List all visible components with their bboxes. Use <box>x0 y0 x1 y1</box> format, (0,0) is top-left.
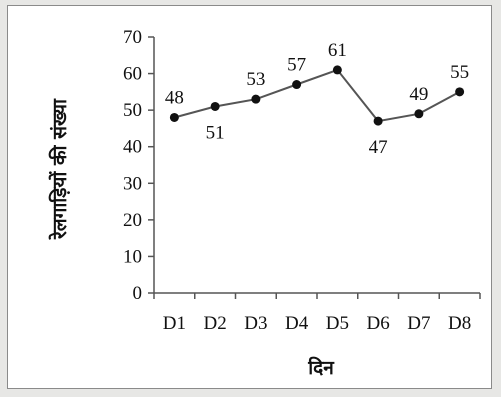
x-tick-label: D3 <box>244 313 267 334</box>
x-axis: D1 D2 D3 D4 D5 D6 D7 D8 <box>153 292 481 334</box>
series-layer <box>169 65 465 126</box>
y-axis: 0 10 20 30 40 50 60 70 <box>123 27 155 304</box>
data-point <box>414 109 424 119</box>
line-chart: 0 10 20 30 40 50 60 70 D1 D2 D3 D4 D5 D6 D7 D8 48 51 53 5… <box>48 27 481 379</box>
data-point <box>169 112 179 122</box>
y-tick-label: 0 <box>133 283 143 304</box>
y-tick-label: 40 <box>123 137 142 158</box>
data-label: 47 <box>369 137 388 158</box>
y-tick-label: 50 <box>123 100 142 121</box>
y-tick-label: 60 <box>123 64 142 85</box>
data-label: 49 <box>409 84 428 105</box>
x-tick-label: D5 <box>326 313 349 334</box>
x-tick-label: D2 <box>204 313 227 334</box>
data-label: 61 <box>328 40 347 61</box>
x-tick-label: D4 <box>285 313 309 334</box>
y-tick-label: 10 <box>123 246 142 267</box>
x-axis-title: दिन <box>307 356 335 379</box>
x-tick-label: D1 <box>163 313 186 334</box>
data-label: 55 <box>450 62 469 83</box>
series-line <box>174 68 461 123</box>
y-axis-title: रेलगाड़ियों की संख्या <box>48 98 71 240</box>
chart-frame: 0 10 20 30 40 50 60 70 D1 D2 D3 D4 D5 D6 D7 D8 48 51 53 5… <box>7 5 492 389</box>
data-label: 51 <box>206 122 225 143</box>
x-tick-label: D6 <box>367 313 390 334</box>
y-tick-label: 70 <box>123 27 142 48</box>
x-tick-label: D7 <box>407 313 430 334</box>
data-label: 48 <box>165 87 184 108</box>
data-label: 57 <box>287 55 306 76</box>
x-tick-label: D8 <box>448 313 471 334</box>
y-tick-label: 30 <box>123 173 142 194</box>
data-point <box>251 94 261 104</box>
data-point <box>210 101 220 111</box>
data-label: 53 <box>246 69 265 90</box>
data-point <box>373 116 383 126</box>
data-point <box>332 65 342 75</box>
y-tick-label: 20 <box>123 210 142 231</box>
data-label-layer: 48 51 53 57 61 47 49 55 <box>165 40 469 158</box>
data-point <box>292 80 302 90</box>
data-point <box>455 87 465 97</box>
